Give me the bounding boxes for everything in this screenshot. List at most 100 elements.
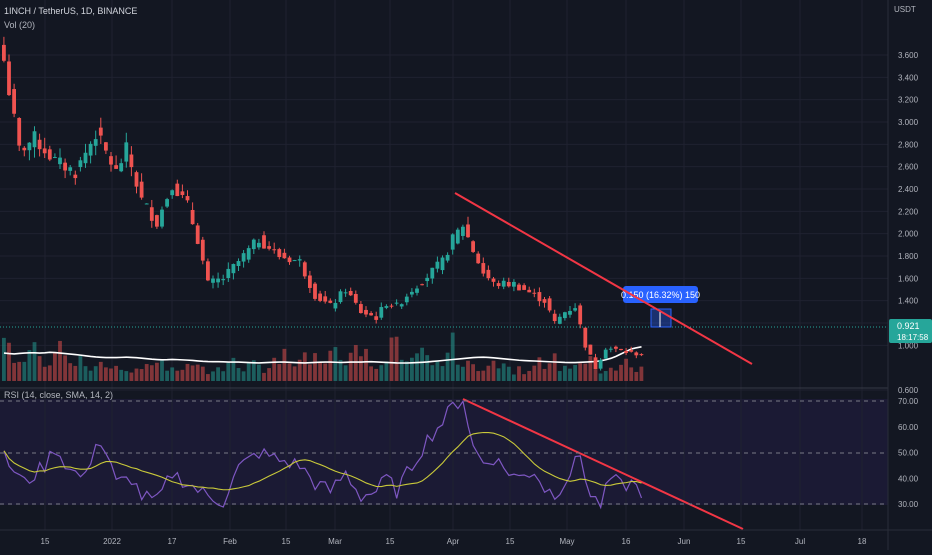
- volume-bar: [486, 365, 491, 381]
- candle-body: [47, 149, 52, 160]
- candle-body: [399, 304, 404, 307]
- candle-body: [119, 163, 124, 172]
- volume-bar: [394, 336, 399, 381]
- volume-indicator-label[interactable]: Vol (20): [4, 20, 35, 30]
- candle-body: [557, 316, 562, 324]
- candle-body: [532, 292, 537, 294]
- candle-body: [430, 267, 435, 279]
- price-tick-label: 2.000: [898, 230, 919, 239]
- price-tick-label: 1.000: [898, 341, 919, 350]
- volume-bar: [37, 356, 42, 381]
- volume-bar: [399, 359, 404, 381]
- currency-label: USDT: [894, 5, 916, 14]
- volume-bar: [608, 367, 613, 381]
- volume-bar: [420, 347, 424, 381]
- price-tick-label: 3.400: [898, 73, 919, 82]
- rsi-band-background: [0, 399, 888, 505]
- volume-bar: [364, 348, 368, 381]
- volume-bar: [93, 366, 98, 381]
- candle-body: [58, 157, 62, 165]
- candle-body: [410, 291, 414, 295]
- candle-body: [88, 143, 93, 156]
- rsi-indicator-label[interactable]: RSI (14, close, SMA, 14, 2): [4, 390, 113, 400]
- volume-bar: [175, 370, 180, 381]
- volume-bar: [471, 364, 475, 381]
- candle-body: [527, 289, 532, 293]
- rsi-resistance-trendline[interactable]: [462, 398, 744, 530]
- volume-bar: [2, 337, 6, 381]
- volume-bar: [624, 358, 628, 381]
- volume-bar: [450, 332, 455, 381]
- candle-body: [7, 61, 11, 96]
- candle-body: [185, 196, 190, 201]
- volume-bar: [104, 367, 108, 381]
- candle-body: [506, 281, 511, 287]
- time-axis[interactable]: 15 2022 17 Feb 15 Mar 15 Apr 15 May 16 Jun 15 Jul 18: [41, 537, 867, 546]
- volume-bar: [359, 356, 363, 381]
- volume-bar: [323, 363, 328, 381]
- candle-body: [318, 293, 322, 301]
- candle-body: [466, 224, 470, 238]
- measure-label-box[interactable]: [623, 286, 698, 303]
- candle-body: [629, 350, 634, 352]
- candle-body: [496, 283, 501, 287]
- candle-body: [614, 346, 618, 349]
- candle-body: [624, 350, 628, 353]
- candle-body: [226, 268, 231, 279]
- volume-bar: [282, 348, 287, 381]
- volume-bar: [603, 371, 608, 381]
- candle-body: [404, 296, 409, 303]
- volume-bar: [425, 355, 430, 381]
- volume-bar: [348, 352, 353, 381]
- candle-body: [216, 278, 220, 283]
- volume-bar: [639, 366, 644, 381]
- volume-bar: [522, 374, 526, 381]
- candle-body: [27, 142, 32, 151]
- symbol-title[interactable]: 1INCH / TetherUS, 1D, BINANCE: [4, 6, 137, 16]
- candle-body: [583, 327, 588, 348]
- rsi-axis[interactable]: 70.00 60.00 50.00 40.00 30.00: [898, 397, 919, 509]
- volume-bar: [7, 342, 11, 381]
- volume-bar: [17, 361, 22, 381]
- time-tick-label: 17: [168, 537, 177, 546]
- rsi-tick-label: 70.00: [898, 397, 919, 406]
- candlestick-series[interactable]: [2, 36, 644, 371]
- volume-bar: [506, 366, 511, 381]
- volume-bar: [374, 368, 379, 381]
- candle-body: [134, 172, 139, 187]
- volume-bar: [190, 365, 195, 381]
- candle-body: [328, 300, 333, 303]
- time-tick-label: 2022: [103, 537, 121, 546]
- volume-bar: [517, 366, 521, 381]
- candle-body: [512, 281, 516, 287]
- volume-bar: [63, 355, 67, 381]
- volume-bar: [619, 364, 623, 381]
- volume-bar: [328, 350, 333, 381]
- candle-body: [471, 241, 475, 252]
- candle-body: [486, 269, 491, 279]
- candle-body: [450, 234, 455, 250]
- time-tick-label: Jul: [795, 537, 805, 546]
- candle-body: [68, 167, 73, 171]
- candle-body: [359, 304, 363, 314]
- candle-body: [267, 246, 271, 249]
- price-resistance-trendline[interactable]: [454, 192, 753, 365]
- volume-bar: [476, 371, 481, 381]
- candle-body: [124, 142, 129, 162]
- candle-body: [236, 261, 241, 267]
- volume-bar: [236, 368, 241, 381]
- volume-bar: [588, 356, 593, 381]
- measure-label: 0.150 (16.32%) 150: [621, 290, 700, 300]
- candle-body: [73, 174, 78, 179]
- candle-body: [348, 290, 353, 296]
- time-tick-label: Feb: [223, 537, 237, 546]
- rsi-tick-label: 30.00: [898, 500, 919, 509]
- volume-bar: [573, 364, 577, 381]
- volume-bar: [578, 363, 583, 381]
- candle-body: [32, 131, 37, 148]
- time-tick-label: 16: [622, 537, 631, 546]
- candle-body: [114, 165, 118, 169]
- candle-body: [175, 183, 180, 197]
